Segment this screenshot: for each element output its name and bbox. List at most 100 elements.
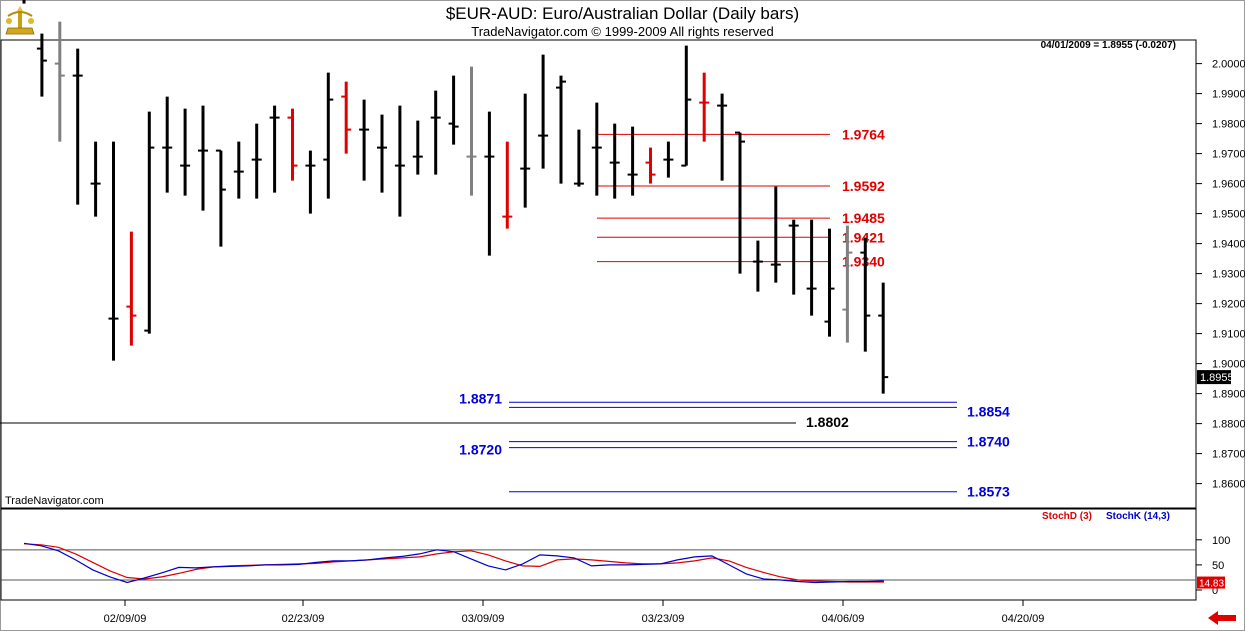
level-label: 1.9764 — [842, 126, 885, 142]
ohlc-bar — [591, 102, 602, 196]
stochd-legend: StochD (3) — [1042, 511, 1092, 522]
ohlc-bar — [233, 141, 244, 199]
ohlc-bar — [788, 219, 799, 295]
ohlc-bar — [520, 93, 531, 208]
ohlc-bar — [126, 231, 137, 346]
y-tick-label: 1.9400 — [1212, 239, 1245, 251]
ohlc-bar — [22, 0, 26, 4]
scroll-left-arrow-icon[interactable] — [1207, 610, 1237, 626]
x-tick-label: 03/23/09 — [642, 613, 685, 625]
ohlc-bar — [878, 282, 889, 394]
ohlc-bar — [251, 123, 262, 199]
stoch-pane-frame — [0, 508, 1197, 601]
level-label: 1.9592 — [842, 178, 885, 194]
y-tick-label: 2.0000 — [1212, 59, 1245, 71]
x-tick-label: 02/23/09 — [282, 613, 325, 625]
trade-navigator-logo-icon — [5, 6, 35, 35]
last-price-label: 1.8955 — [1200, 372, 1234, 384]
ohlc-bar — [54, 21, 65, 142]
ohlc-bar — [752, 240, 763, 292]
level-label: 1.8802 — [806, 414, 849, 430]
ohlc-bar — [824, 228, 835, 337]
level-label: 1.8854 — [967, 403, 1010, 419]
ohlc-bar — [556, 75, 566, 184]
ohlc-bar — [448, 75, 459, 145]
ohlc-bar — [72, 48, 83, 205]
stochk-line — [23, 542, 884, 584]
ohlc-bar — [466, 66, 477, 196]
price-pane-frame — [0, 39, 1197, 509]
stoch-last-value-tag — [1197, 576, 1225, 589]
level-label: 1.8871 — [459, 390, 502, 406]
stoch-y-tick-label: 100 — [1212, 535, 1230, 547]
y-tick-label: 1.9800 — [1212, 119, 1245, 131]
y-tick-label: 1.9000 — [1212, 359, 1245, 371]
ohlc-bar — [484, 111, 495, 256]
stoch-y-tick-label: 0 — [1212, 585, 1218, 597]
x-tick-label: 02/09/09 — [104, 613, 147, 625]
ohlc-bar — [770, 186, 781, 283]
ohlc-bar — [609, 123, 620, 199]
y-tick-label: 1.9200 — [1212, 299, 1245, 311]
ohlc-bar — [645, 147, 656, 184]
ohlc-bar — [699, 72, 710, 142]
ohlc-bar — [341, 81, 352, 154]
ohlc-bar — [359, 99, 370, 181]
level-label: 1.9340 — [842, 254, 885, 270]
ohlc-bar — [377, 114, 387, 193]
stoch-y-tick-label: 50 — [1212, 560, 1224, 572]
ohlc-bar — [842, 225, 853, 343]
quote-readout: 04/01/2009 = 1.8955 (-0.0207) — [1041, 40, 1176, 51]
ohlc-bar — [717, 93, 728, 181]
y-tick-label: 1.8700 — [1212, 449, 1245, 461]
chart-title: $EUR-AUD: Euro/Australian Dollar (Daily … — [445, 4, 800, 23]
y-tick-label: 1.9500 — [1212, 209, 1245, 221]
ohlc-bar — [36, 33, 47, 97]
ohlc-bar — [430, 90, 441, 175]
y-tick-label: 1.9900 — [1212, 89, 1245, 101]
ohlc-bar — [287, 108, 298, 181]
ohlc-bar — [627, 126, 638, 196]
level-label: 1.8720 — [459, 442, 502, 458]
ohlc-bar — [305, 150, 316, 214]
ohlc-bar — [860, 237, 871, 352]
y-tick-label: 1.8600 — [1212, 479, 1245, 491]
ohlc-bar — [323, 72, 334, 199]
ohlc-bar — [735, 131, 745, 274]
level-label: 1.9485 — [842, 210, 885, 226]
level-label: 1.9421 — [842, 229, 885, 245]
copyright-text: TradeNavigator.com © 1999-2009 All right… — [471, 24, 774, 39]
ohlc-bar — [180, 108, 191, 196]
ohlc-bar — [538, 54, 549, 169]
y-tick-label: 1.9300 — [1212, 269, 1245, 281]
ohlc-bar — [162, 96, 173, 193]
ohlc-bar — [806, 219, 817, 316]
y-tick-label: 1.8900 — [1212, 389, 1245, 401]
x-tick-label: 03/09/09 — [462, 613, 505, 625]
x-tick-label: 04/20/09 — [1002, 613, 1045, 625]
y-tick-label: 1.8800 — [1212, 419, 1245, 431]
x-tick-label: 04/06/09 — [822, 613, 865, 625]
ohlc-bar — [215, 149, 226, 247]
y-tick-label: 1.9100 — [1212, 329, 1245, 341]
ohlc-bar — [90, 141, 101, 217]
y-tick-label: 1.9700 — [1212, 149, 1245, 161]
ohlc-bar — [269, 105, 280, 193]
y-tick-label: 1.9600 — [1212, 179, 1245, 191]
ohlc-bar — [573, 129, 584, 187]
ohlc-bar — [412, 120, 423, 175]
ohlc-bar — [663, 141, 674, 178]
level-label: 1.8573 — [967, 484, 1010, 500]
watermark-text: TradeNavigator.com — [5, 495, 104, 507]
ohlc-bar — [144, 111, 155, 334]
ohlc-bar — [394, 105, 405, 217]
stochk-legend: StochK (14,3) — [1106, 511, 1170, 522]
stoch-last-value-label: 14.83 — [1199, 579, 1224, 590]
level-label: 1.8740 — [967, 434, 1010, 450]
ohlc-bar — [108, 141, 119, 361]
ohlc-bar — [502, 141, 513, 229]
last-price-tag — [1197, 370, 1231, 385]
ohlc-bar — [681, 45, 692, 167]
